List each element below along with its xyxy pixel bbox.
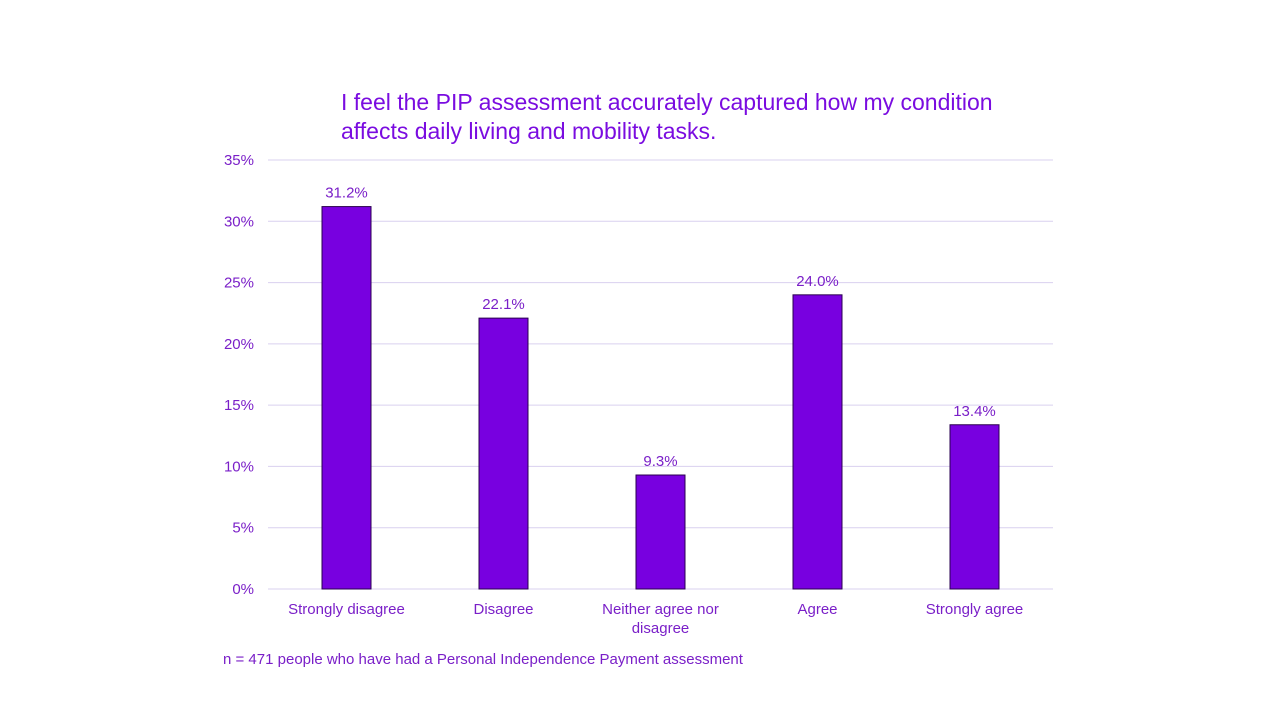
y-tick-label: 5% (232, 520, 254, 537)
bar (321, 206, 372, 590)
data-label: 13.4% (953, 403, 996, 420)
bar (949, 424, 1000, 590)
bar (792, 294, 843, 590)
data-label: 31.2% (325, 185, 368, 202)
y-tick-label: 10% (224, 458, 254, 475)
x-tick-label: Disagree (473, 601, 533, 618)
y-tick-label: 25% (224, 275, 254, 292)
data-label: 24.0% (796, 273, 839, 290)
data-label: 22.1% (482, 296, 525, 313)
data-label: 9.3% (643, 453, 677, 470)
x-tick-label: Neither agree nor (602, 601, 719, 618)
x-tick-label: Agree (797, 601, 837, 618)
y-tick-label: 0% (232, 581, 254, 598)
y-tick-label: 35% (224, 152, 254, 169)
y-tick-label: 15% (224, 397, 254, 414)
x-tick-label: Strongly disagree (288, 601, 405, 618)
y-tick-label: 20% (224, 336, 254, 353)
chart-title: I feel the PIP assessment accurately cap… (341, 89, 993, 144)
bar (478, 317, 529, 590)
sample-note: n = 471 people who have had a Personal I… (223, 651, 743, 668)
x-tick-label: Strongly agree (926, 601, 1024, 618)
y-tick-label: 30% (224, 213, 254, 230)
x-tick-label: disagree (632, 620, 690, 637)
bar (635, 474, 686, 590)
